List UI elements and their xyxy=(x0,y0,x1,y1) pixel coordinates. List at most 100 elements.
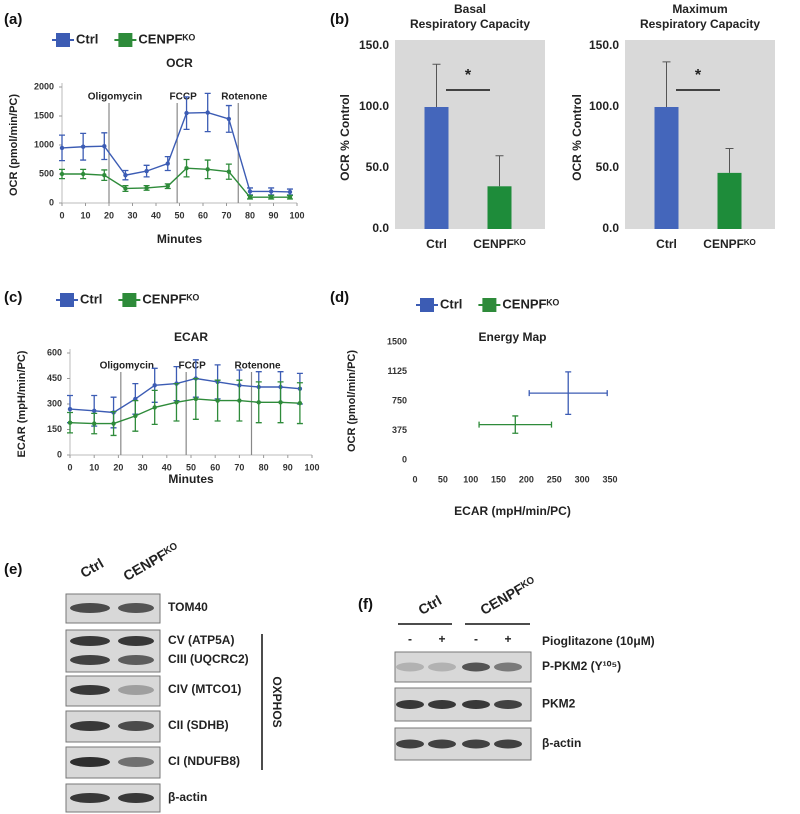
chart-title: Respiratory Capacity xyxy=(640,17,760,31)
x-tick-label: 80 xyxy=(259,462,269,472)
point xyxy=(215,398,220,403)
point xyxy=(287,195,293,200)
x-tick-label: 10 xyxy=(80,210,90,220)
chart-title: Energy Map xyxy=(478,330,546,344)
lane-label: Ctrl xyxy=(77,555,106,581)
legend-label: Ctrl xyxy=(76,31,98,46)
y-axis-label: OCR (pmol/min/PC) xyxy=(346,350,358,452)
x-tick-label: 30 xyxy=(127,210,137,220)
point xyxy=(226,169,232,174)
point xyxy=(133,413,138,419)
error-bar xyxy=(495,155,504,187)
y-tick-label: 0.0 xyxy=(372,221,389,235)
panel-label: (d) xyxy=(330,289,349,306)
point xyxy=(165,183,170,189)
x-tick-label: 50 xyxy=(438,474,448,484)
x-tick-label: 150 xyxy=(491,474,506,484)
legend-swatch xyxy=(420,298,434,312)
group-label: CENPFᴷᴼ xyxy=(477,573,538,617)
y-axis-label: OCR (pmol/min/PC) xyxy=(8,94,20,196)
point xyxy=(205,167,210,172)
legend-label: Ctrl xyxy=(440,296,462,311)
series-line xyxy=(61,111,290,193)
y-error-bar xyxy=(565,371,572,416)
point xyxy=(152,405,157,410)
blot-band xyxy=(462,662,490,672)
band-label: β-actin xyxy=(168,790,207,804)
y-tick-label: 150 xyxy=(47,424,62,434)
blot-band xyxy=(118,655,154,665)
x-tick-label: 100 xyxy=(463,474,478,484)
y-tick-label: 1500 xyxy=(387,336,407,346)
chart-title: OCR xyxy=(166,56,193,70)
point xyxy=(152,383,157,388)
legend-label: CENPFᴷᴼ xyxy=(138,31,195,46)
y-tick-label: 1500 xyxy=(34,110,54,120)
point xyxy=(247,195,253,200)
y-tick-label: 600 xyxy=(47,347,62,357)
legend-label: CENPFᴷᴼ xyxy=(502,296,559,311)
band-label: CIV (MTCO1) xyxy=(168,682,241,696)
point xyxy=(278,400,283,405)
legend-label: Ctrl xyxy=(80,291,102,306)
y-tick-label: 300 xyxy=(47,398,62,408)
y-tick-label: 0 xyxy=(402,454,407,464)
blot-band xyxy=(70,603,110,613)
blot-band xyxy=(396,700,424,709)
point xyxy=(80,144,86,149)
treatment-label: Pioglitazone (10μM) xyxy=(542,634,655,648)
point xyxy=(256,400,261,405)
panel-label: (b) xyxy=(330,11,349,28)
legend-swatch xyxy=(122,293,137,307)
bar xyxy=(717,172,742,229)
band-label: P-PKM2 (Y¹⁰⁵) xyxy=(542,659,621,673)
blot-band xyxy=(428,700,456,709)
x-tick-label: 100 xyxy=(289,210,304,220)
point xyxy=(67,406,73,412)
point xyxy=(144,185,149,191)
band-label: CV (ATP5A) xyxy=(168,633,234,647)
point xyxy=(144,168,149,174)
y-tick-label: 150.0 xyxy=(359,38,389,52)
event-label: Rotenone xyxy=(221,92,268,103)
x-tick-label: 40 xyxy=(162,462,172,472)
blot-band xyxy=(462,700,490,709)
band-label: PKM2 xyxy=(542,697,576,711)
plot-background xyxy=(395,40,545,229)
blot-band xyxy=(396,739,424,749)
point xyxy=(92,421,97,426)
point xyxy=(111,421,116,426)
y-axis-label: OCR % Control xyxy=(570,94,584,181)
y-tick-label: 0 xyxy=(57,449,62,459)
treatment-sign: + xyxy=(504,632,511,646)
legend-swatch xyxy=(56,33,70,47)
event-label: FCCP xyxy=(170,92,198,103)
x-tick-label: 10 xyxy=(89,462,99,472)
error-bar xyxy=(432,63,441,107)
point xyxy=(80,171,86,177)
blot-band xyxy=(462,739,490,749)
point xyxy=(287,189,293,195)
x-tick-label: 60 xyxy=(210,462,220,472)
point xyxy=(123,186,128,191)
y-axis-label: ECAR (mpH/min/PC) xyxy=(16,350,28,457)
y-tick-label: 2000 xyxy=(34,81,54,91)
x-tick-label: 90 xyxy=(283,462,293,472)
legend-label: CENPFᴷᴼ xyxy=(142,291,199,306)
point xyxy=(59,145,65,151)
y-tick-label: 50.0 xyxy=(366,160,390,174)
x-axis-label: Minutes xyxy=(157,232,203,246)
point xyxy=(297,400,303,406)
x-tick-label: 60 xyxy=(198,210,208,220)
series-line xyxy=(69,377,300,414)
point xyxy=(226,116,232,122)
y-tick-label: 150.0 xyxy=(589,38,619,52)
treatment-sign: + xyxy=(438,632,445,646)
y-axis-label: OCR % Control xyxy=(338,94,352,181)
point xyxy=(174,400,179,405)
point xyxy=(193,396,199,402)
blot-band xyxy=(118,685,154,695)
x-tick-label: CENPFᴷᴼ xyxy=(703,237,755,251)
point xyxy=(59,171,65,177)
